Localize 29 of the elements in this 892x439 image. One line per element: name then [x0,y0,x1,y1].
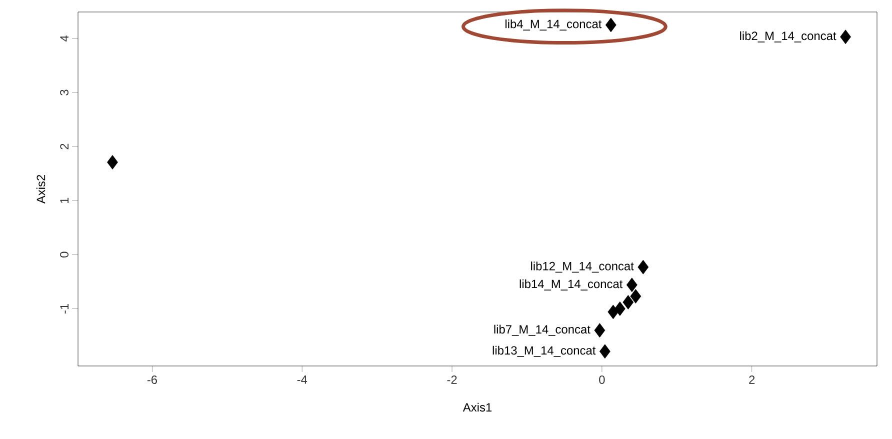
y-axis-title: Axis2 [36,174,46,204]
point [638,260,649,274]
annotation: lib7_M_14_concat [494,324,590,336]
annotation: lib14_M_14_concat [520,279,623,290]
point [608,304,619,320]
point [599,344,610,359]
annotation: lib2_M_14_concat [740,31,836,42]
point [622,295,634,310]
x-tick-label: -6 [147,376,158,384]
x-tick-label: -4 [297,376,308,384]
annotation: lib4_M_14_concat [506,19,602,30]
x-tick-label: 0 [599,376,605,384]
y-tick-label: 0 [60,252,68,258]
annotation: lib12_M_14_concat [531,262,634,273]
point [630,289,642,304]
point [840,30,851,44]
x-axis-title: Axis1 [462,402,492,412]
point [605,18,616,32]
point [594,323,606,338]
point [626,278,638,292]
x-tick-label: -2 [447,376,457,384]
y-tick-label: -1 [60,304,68,314]
annotation: lib13_M_14_concat [492,346,596,357]
point [107,155,118,170]
y-tick-label: 2 [60,144,68,150]
x-tick-label: 2 [749,376,755,384]
y-tick-label: 3 [60,90,68,96]
y-tick-label: 1 [60,198,68,204]
y-tick-label: 4 [60,36,68,42]
